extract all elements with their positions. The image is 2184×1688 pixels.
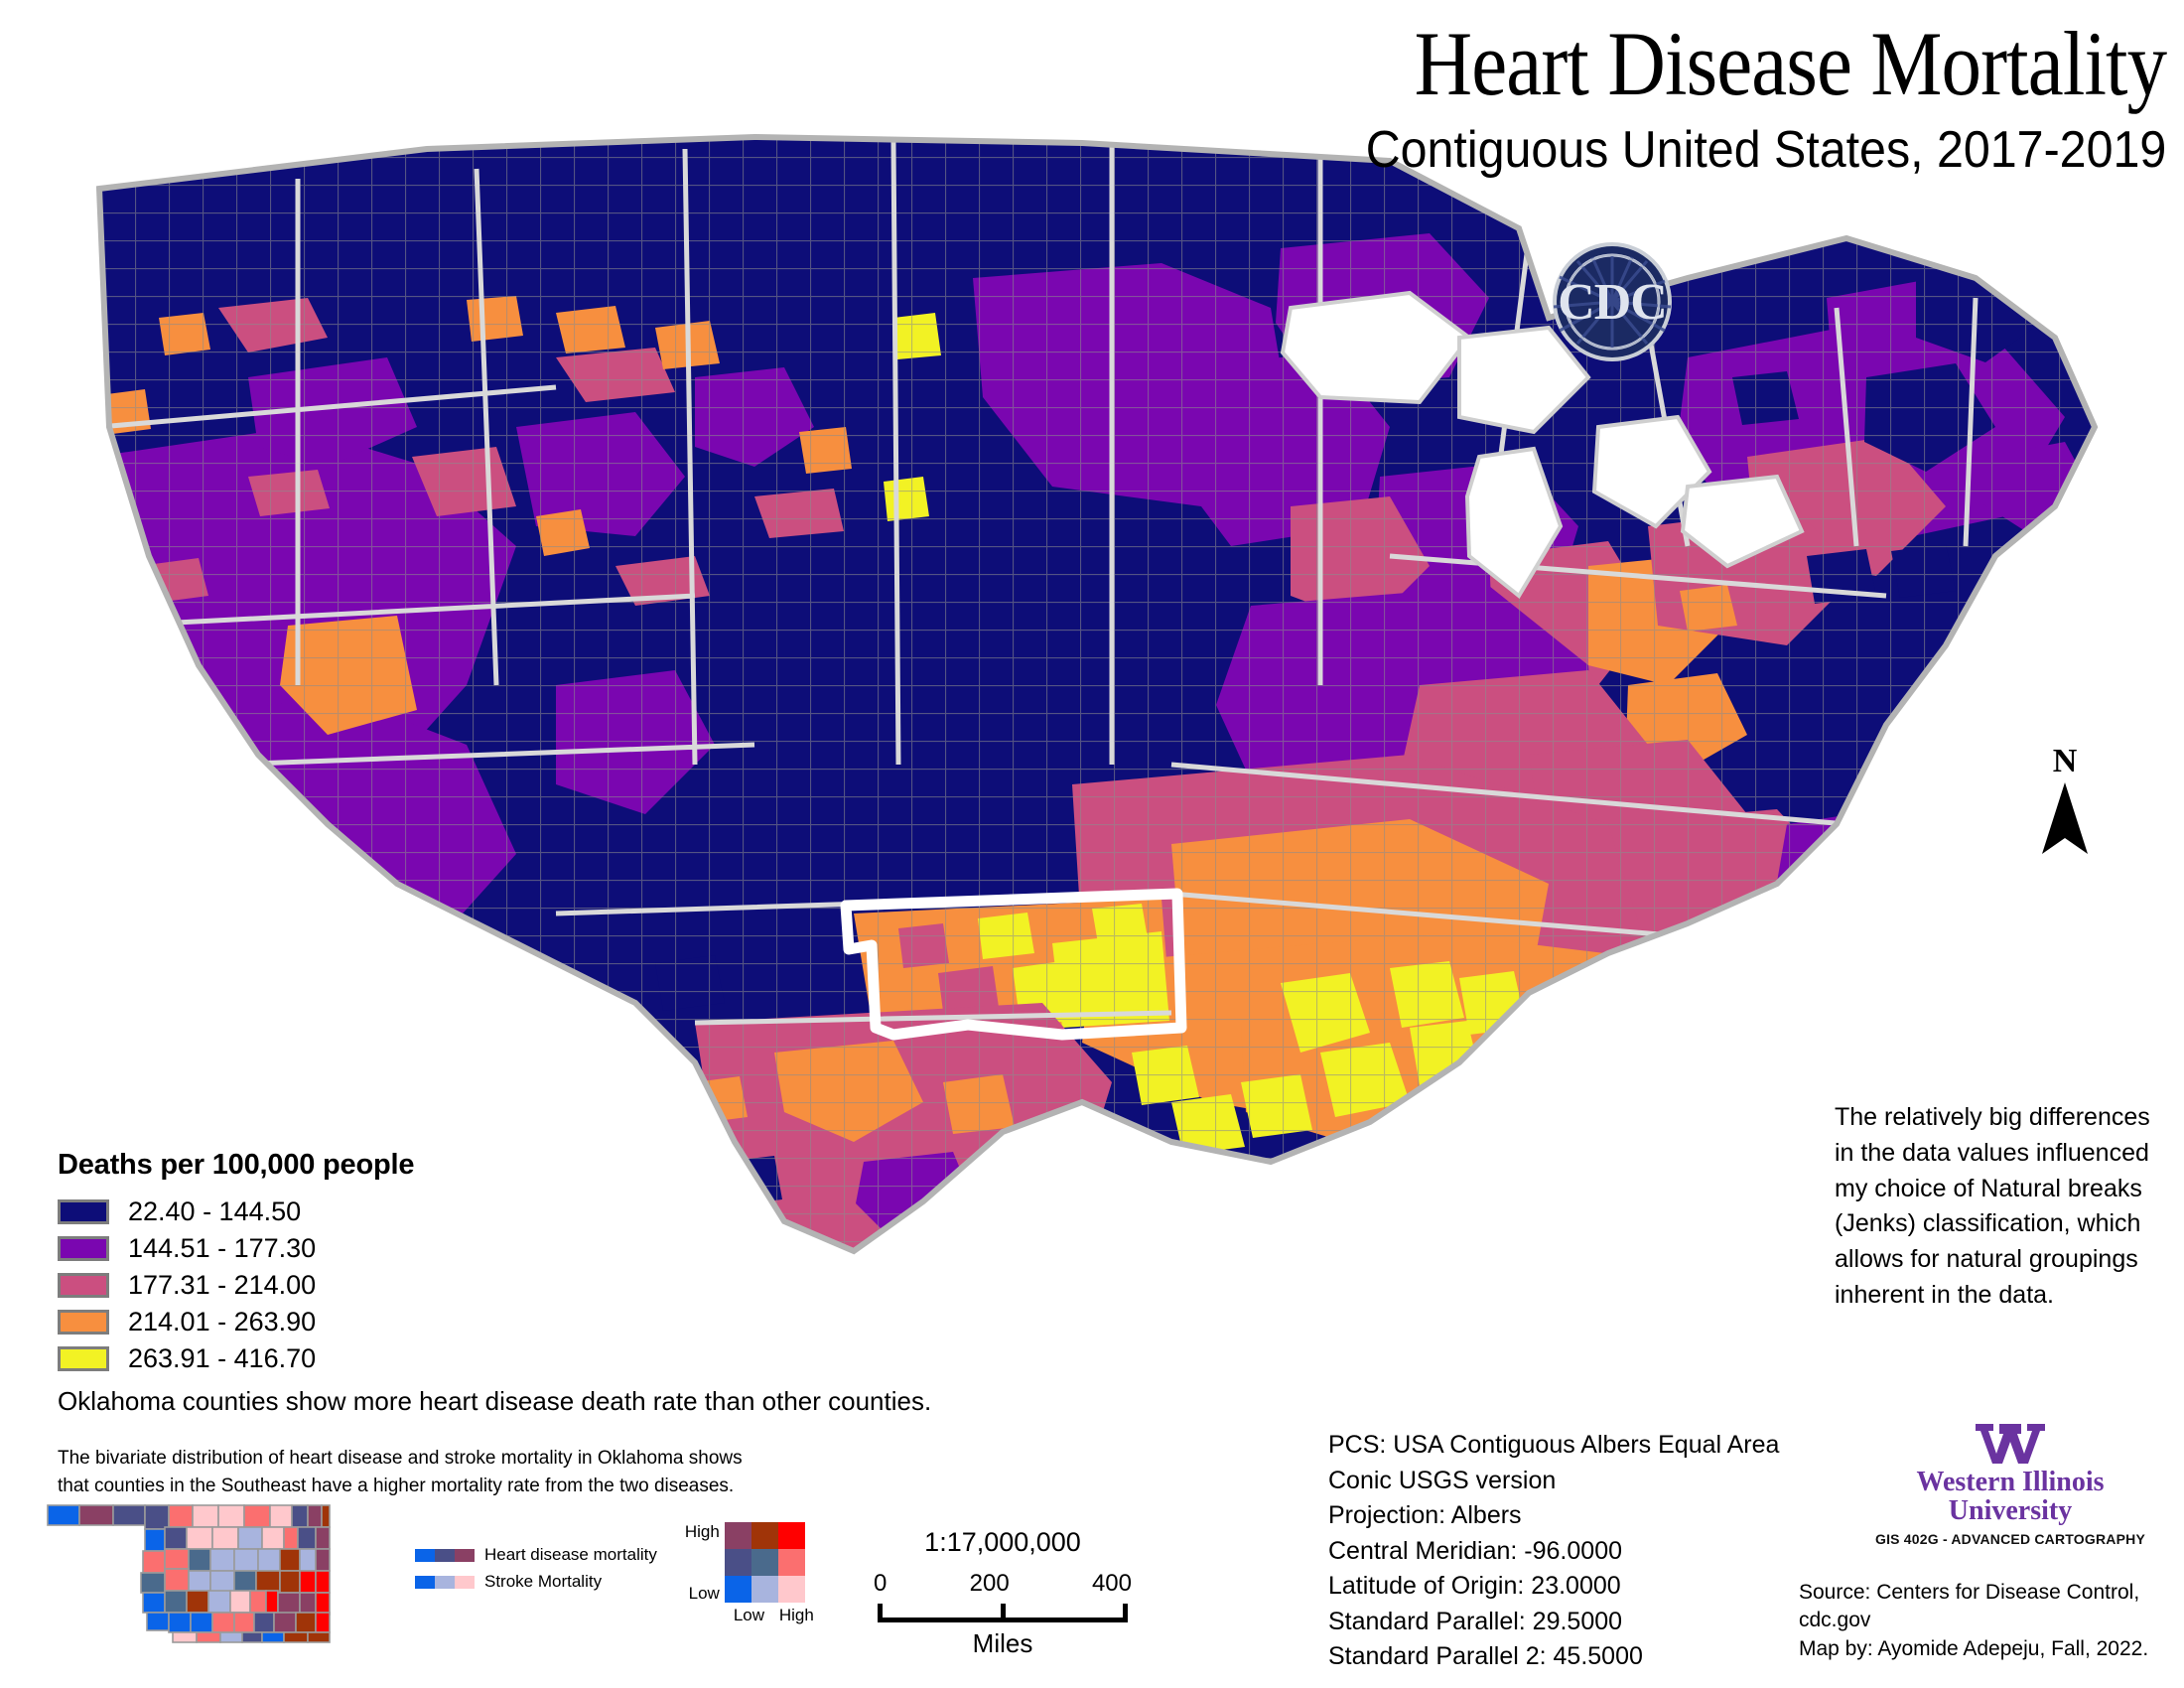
projection-line-4: Latitude of Origin: 23.0000 [1328, 1572, 1621, 1600]
scale-ratio: 1:17,000,000 [924, 1527, 1081, 1557]
credits: Source: Centers for Disease Control, cdc… [1799, 1579, 2184, 1663]
bivariate-ramp-1 [415, 1575, 475, 1589]
legend-label-2: 177.31 - 214.00 [128, 1269, 317, 1300]
north-arrow: N [2020, 745, 2110, 854]
projection-line-3: Central Meridian: -96.0000 [1328, 1536, 1622, 1565]
bivariate-key-list: Heart disease mortality Stroke Mortality [415, 1522, 657, 1599]
wiu-w-icon [1846, 1422, 2174, 1466]
projection-info: PCS: USA Contiguous Albers Equal Area Con… [1328, 1428, 1779, 1675]
legend-row[interactable]: 214.01 - 263.90 [58, 1305, 414, 1338]
title-block: Heart Disease Mortality Contiguous Unite… [1305, 18, 2166, 178]
wiu-logo: Western Illinois University GIS 402G - A… [1846, 1422, 2174, 1547]
legend-swatch-4 [58, 1345, 109, 1371]
legend-label-4: 263.91 - 416.70 [128, 1342, 317, 1373]
bivariate-y-high: High [684, 1522, 720, 1541]
bivariate-cell-2-2 [777, 1576, 805, 1603]
scale-tick-label-1: 200 [969, 1570, 1010, 1597]
legend-title: Deaths per 100,000 people [58, 1149, 415, 1181]
scale-tick-label-2: 400 [1091, 1570, 1132, 1597]
bivariate-cell-2-1 [751, 1576, 778, 1603]
bivariate-legend: Heart disease mortality Stroke Mortality … [415, 1522, 814, 1625]
credits-source: Source: Centers for Disease Control, cdc… [1799, 1581, 2140, 1632]
cdc-logo: CDC [1520, 239, 1705, 364]
scale-tick-200 [1001, 1604, 1006, 1622]
bivariate-cell-1-1 [751, 1549, 778, 1576]
projection-line-1: Conic USGS version [1328, 1466, 1557, 1494]
legend-row[interactable]: 263.91 - 416.70 [58, 1341, 414, 1375]
bivariate-cell-0-0 [724, 1522, 751, 1549]
projection-line-2: Projection: Albers [1328, 1501, 1522, 1529]
legend-label-1: 144.51 - 177.30 [128, 1232, 317, 1263]
bivariate-color-grid [724, 1522, 805, 1604]
legend-swatch-3 [58, 1309, 109, 1335]
bivariate-cell-1-2 [777, 1549, 805, 1576]
choropleth-map[interactable] [0, 129, 2184, 1479]
great-lakes [1280, 290, 1805, 599]
bivariate-note: The bivariate distribution of heart dise… [58, 1448, 743, 1496]
map-legend: Deaths per 100,000 people 22.40 - 144.50… [58, 1149, 414, 1378]
oklahoma-bivariate-inset-map[interactable] [44, 1502, 332, 1646]
bivariate-cell-2-0 [724, 1576, 751, 1603]
wiu-name-line2: University [1948, 1495, 2073, 1527]
cdc-seal-text: CDC [1558, 274, 1667, 331]
scale-tick-label-0: 0 [874, 1570, 887, 1597]
legend-row[interactable]: 144.51 - 177.30 [58, 1231, 414, 1265]
scale-units: Miles [972, 1628, 1033, 1658]
bivariate-key-row: Heart disease mortality [415, 1545, 657, 1565]
page-title: Heart Disease Mortality [1414, 13, 2167, 114]
legend-label-0: 22.40 - 144.50 [128, 1196, 302, 1226]
bivariate-key-row: Stroke Mortality [415, 1572, 657, 1592]
bivariate-key-label-0: Heart disease mortality [484, 1545, 657, 1564]
bivariate-matrix: High Low Low High [685, 1522, 814, 1625]
bivariate-x-low: Low [733, 1606, 765, 1624]
legend-swatch-1 [58, 1235, 109, 1261]
scale-bar: 1:17,000,000 0 200 400 Miles [874, 1527, 1132, 1659]
bivariate-cell-0-1 [751, 1522, 778, 1549]
legend-row[interactable]: 22.40 - 144.50 [58, 1195, 414, 1228]
scale-tick-400 [1123, 1604, 1128, 1622]
jenks-note: The relatively big differences in the da… [1835, 1103, 2150, 1309]
scale-tick-labels: 0 200 400 [874, 1570, 1132, 1598]
oklahoma-note: Oklahoma counties show more heart diseas… [58, 1386, 932, 1416]
oklahoma-highlight-outline [840, 888, 1187, 1041]
wiu-course: GIS 402G - ADVANCED CARTOGRAPHY [1875, 1530, 2145, 1547]
north-arrow-icon [2042, 782, 2088, 854]
legend-swatch-2 [58, 1272, 109, 1298]
bivariate-key-label-1: Stroke Mortality [484, 1572, 603, 1591]
wiu-name-line1: Western Illinois [1916, 1467, 2105, 1497]
bivariate-ramp-0 [415, 1548, 475, 1562]
scale-tick-0 [878, 1604, 883, 1622]
projection-line-6: Standard Parallel 2: 45.5000 [1328, 1642, 1643, 1670]
page-subtitle: Contiguous United States, 2017-2019 [1365, 121, 2166, 179]
credits-author: Map by: Ayomide Adepeju, Fall, 2022. [1799, 1636, 2149, 1660]
bivariate-cell-1-0 [724, 1549, 751, 1576]
legend-rows: 22.40 - 144.50 144.51 - 177.30 177.31 - 21… [58, 1195, 414, 1375]
legend-row[interactable]: 177.31 - 214.00 [58, 1268, 414, 1302]
bivariate-x-high: High [778, 1606, 814, 1624]
bivariate-y-low: Low [688, 1584, 720, 1603]
north-arrow-label: N [2052, 743, 2078, 779]
projection-line-0: PCS: USA Contiguous Albers Equal Area [1328, 1431, 1780, 1459]
bivariate-cell-0-2 [777, 1522, 805, 1549]
scale-bar-graphic [874, 1601, 1132, 1622]
legend-label-3: 214.01 - 263.90 [128, 1306, 317, 1336]
projection-line-5: Standard Parallel: 29.5000 [1328, 1607, 1623, 1635]
legend-swatch-0 [58, 1198, 109, 1224]
